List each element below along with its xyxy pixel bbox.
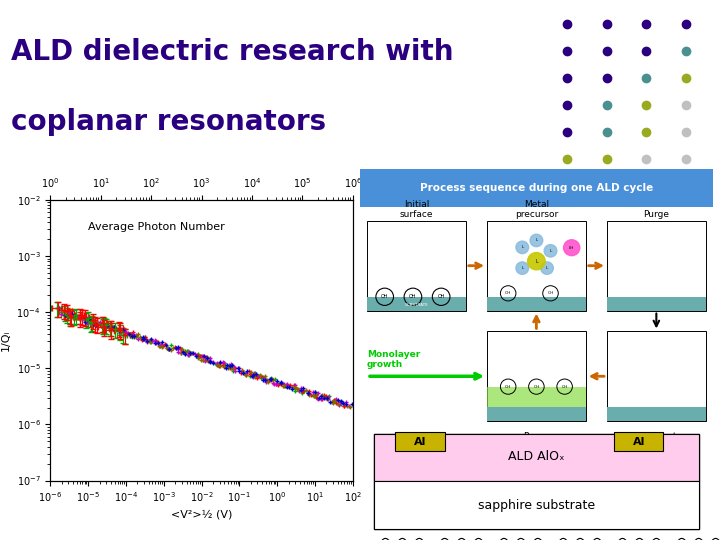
Text: sapphire substrate: sapphire substrate <box>478 499 595 512</box>
Text: OH: OH <box>505 291 511 295</box>
Bar <box>374 434 698 481</box>
Text: OH: OH <box>534 384 539 389</box>
Bar <box>607 297 706 310</box>
Text: L: L <box>546 266 548 270</box>
Text: OH: OH <box>562 384 568 389</box>
Text: L: L <box>535 239 538 242</box>
Text: OH: OH <box>381 294 389 299</box>
Text: L: L <box>549 249 552 253</box>
Text: L: L <box>521 245 523 249</box>
Text: Al: Al <box>633 437 645 447</box>
Text: L: L <box>521 266 523 270</box>
Circle shape <box>564 240 580 255</box>
Text: OH: OH <box>409 294 417 299</box>
Bar <box>607 221 706 310</box>
Text: ALD AlOₓ: ALD AlOₓ <box>508 450 564 463</box>
Text: LH: LH <box>569 246 575 249</box>
Bar <box>607 332 706 421</box>
Circle shape <box>528 253 545 270</box>
Bar <box>607 407 706 421</box>
Text: Monolayer
growth: Monolayer growth <box>367 350 420 369</box>
Bar <box>395 432 445 451</box>
Text: Initial
surface: Initial surface <box>400 200 433 219</box>
Bar <box>367 297 466 310</box>
Bar <box>374 481 698 529</box>
Circle shape <box>541 262 554 274</box>
Bar <box>487 332 586 421</box>
Bar <box>367 221 466 310</box>
FancyBboxPatch shape <box>360 169 713 207</box>
Text: Process sequence during one ALD cycle: Process sequence during one ALD cycle <box>420 183 653 193</box>
Bar <box>487 407 586 421</box>
Text: Purge: Purge <box>523 431 549 441</box>
Text: Purge: Purge <box>644 210 670 219</box>
Bar <box>487 221 586 310</box>
Text: Al: Al <box>414 437 426 447</box>
Y-axis label: 1/Qᵢ: 1/Qᵢ <box>1 329 11 351</box>
Text: OH: OH <box>505 384 511 389</box>
Text: ALD dielectric research with: ALD dielectric research with <box>11 38 454 66</box>
Text: SUBSTRATE: SUBSTRATE <box>405 303 428 307</box>
Text: Average Photon Number: Average Photon Number <box>88 222 225 232</box>
Circle shape <box>516 262 528 274</box>
Text: L: L <box>535 259 538 264</box>
Text: Metal
precursor: Metal precursor <box>515 200 558 219</box>
Bar <box>374 434 698 529</box>
Text: coplanar resonators: coplanar resonators <box>11 108 326 136</box>
Bar <box>487 387 586 407</box>
Text: Reactant
exposure: Reactant exposure <box>636 431 678 451</box>
Circle shape <box>516 241 528 254</box>
Text: OH: OH <box>437 294 445 299</box>
Bar <box>487 297 586 310</box>
X-axis label: <V²>½ (V): <V²>½ (V) <box>171 510 233 519</box>
Bar <box>614 432 663 451</box>
Text: OH: OH <box>547 291 554 295</box>
Circle shape <box>530 234 543 247</box>
Circle shape <box>544 245 557 257</box>
